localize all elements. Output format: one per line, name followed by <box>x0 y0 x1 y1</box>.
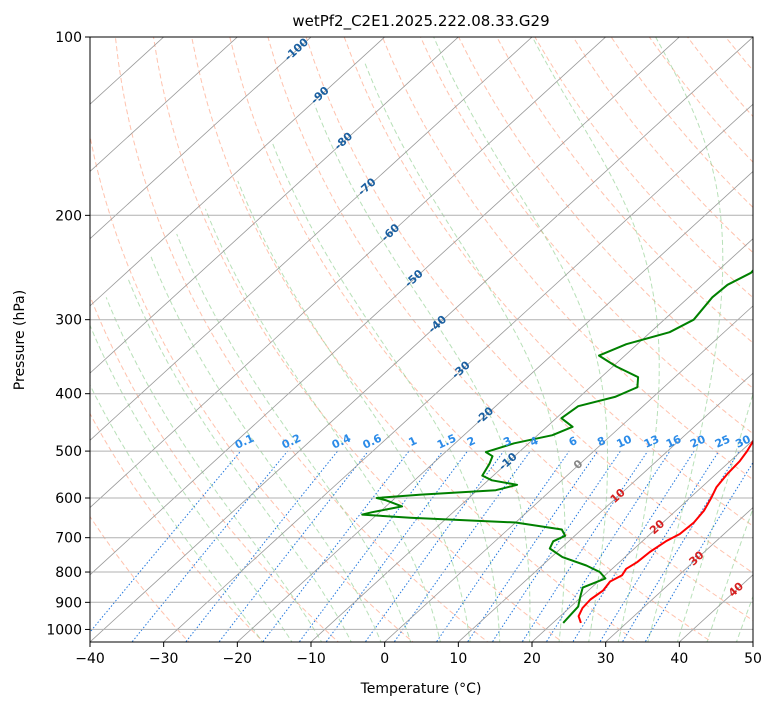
dry-adiabat <box>90 133 414 642</box>
mixing-ratio-line <box>435 450 570 642</box>
isotherm-line <box>384 305 753 642</box>
y-tick-label: 400 <box>55 387 82 403</box>
y-tick-label: 700 <box>55 531 82 547</box>
mixing-ratio-line <box>521 450 649 642</box>
moist-adiabat <box>90 383 264 642</box>
isotherm-line <box>90 37 533 441</box>
isotherm-line <box>90 37 607 509</box>
x-tick-label: 20 <box>523 651 541 667</box>
mixing-ratio-label: 25 <box>713 433 732 451</box>
x-axis-label: Temperature (°C) <box>360 681 482 697</box>
isotherm-line <box>90 37 386 307</box>
x-tick-label: 30 <box>597 651 615 667</box>
x-tick-label: 40 <box>670 651 688 667</box>
mixing-ratio-line <box>621 450 740 642</box>
dry-adiabat <box>305 37 753 574</box>
isotherm-line <box>163 103 753 642</box>
moist-adiabat <box>237 180 471 642</box>
chart-title: wetPf2_C2E1.2025.222.08.33.G29 <box>292 12 549 31</box>
temperature-line <box>577 439 753 624</box>
mixing-ratio-line <box>599 450 720 642</box>
y-tick-label: 300 <box>55 313 82 329</box>
mixing-ratio-line <box>644 461 753 642</box>
isotherm-line <box>531 439 753 642</box>
isotherm-line <box>90 37 753 642</box>
isotherm-line <box>90 37 238 172</box>
moist-adiabat <box>127 277 352 642</box>
y-tick-label: 800 <box>55 565 82 581</box>
moist-adiabat <box>105 297 323 642</box>
dry-adiabat <box>343 37 753 527</box>
isotherm-line <box>90 37 459 374</box>
x-tick-label: −40 <box>75 651 105 667</box>
y-tick-label: 600 <box>55 491 82 507</box>
moist-adiabat <box>314 104 531 642</box>
series-lines <box>361 269 753 624</box>
y-axis: 100 200 300 400 500 600 700 800 900 1000 <box>46 30 90 638</box>
mixing-ratio-line <box>491 450 621 642</box>
x-tick-label: 10 <box>449 651 467 667</box>
dewpoint-line <box>361 269 753 624</box>
moist-adiabat <box>150 256 382 642</box>
y-axis-label: Pressure (hPa) <box>12 290 28 390</box>
moist-adiabat <box>176 233 412 642</box>
mixing-ratio-line <box>325 450 468 642</box>
plot-frame <box>89 36 754 643</box>
isotherm-line <box>90 37 680 576</box>
mixing-ratio-line <box>185 450 338 642</box>
x-tick-label: −10 <box>296 651 326 667</box>
x-axis: −40 −30 −20 −10 0 10 20 30 40 50 <box>75 642 762 667</box>
dry-adiabat <box>381 37 753 481</box>
mixing-ratio-line <box>393 450 531 642</box>
mixing-ratio-line <box>90 450 242 633</box>
mixing-ratio-label: 13 <box>642 433 661 451</box>
mixing-ratio-label: 16 <box>664 432 684 450</box>
x-tick-label: 0 <box>380 651 389 667</box>
y-tick-label: 100 <box>55 30 82 46</box>
mixing-ratio-label: 10 <box>615 432 635 450</box>
isotherm-line <box>310 238 753 642</box>
y-tick-label: 900 <box>55 595 82 611</box>
mixing-ratio-line <box>218 450 369 642</box>
isotherm-line <box>605 506 753 642</box>
x-tick-label: −30 <box>149 651 179 667</box>
isotherm-line <box>457 372 753 642</box>
mixing-ratio-label: 30 <box>733 432 753 450</box>
isotherm-line <box>90 37 312 240</box>
x-tick-label: −20 <box>223 651 253 667</box>
isotherm-line <box>236 170 753 642</box>
mixing-ratio-label: 20 <box>688 432 708 450</box>
y-tick-label: 500 <box>55 444 82 460</box>
dry-adiabat <box>458 37 753 389</box>
x-tick-label: 50 <box>744 651 762 667</box>
dry-adiabat <box>534 37 753 299</box>
mixing-ratio-line <box>364 450 505 642</box>
y-tick-label: 1000 <box>46 622 82 638</box>
dry-adiabat <box>267 37 753 622</box>
y-tick-label: 200 <box>55 208 82 224</box>
background-lines <box>90 37 753 642</box>
